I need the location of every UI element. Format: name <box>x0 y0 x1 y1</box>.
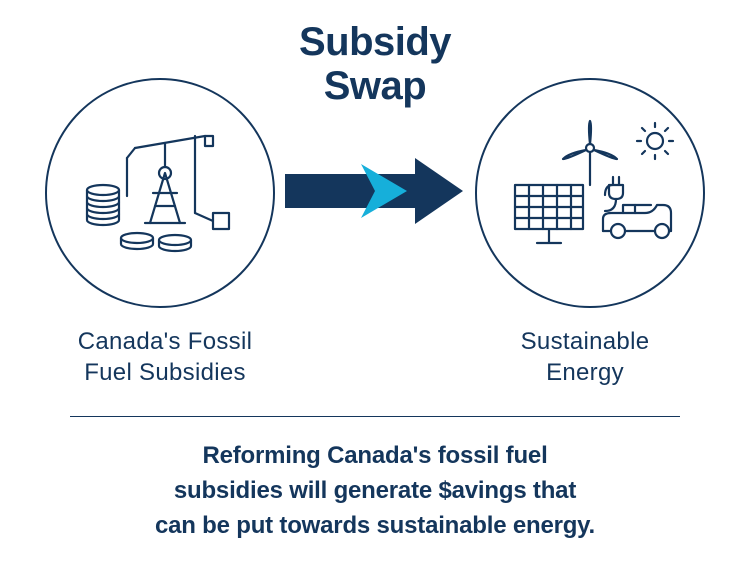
fossil-fuel-icon <box>75 118 245 268</box>
divider-line <box>70 416 680 417</box>
sustainable-energy-icon <box>495 113 685 273</box>
transition-arrow-icon <box>285 156 465 226</box>
labels-row: Canada's FossilFuel Subsidies Sustainabl… <box>40 326 710 388</box>
left-label: Canada's FossilFuel Subsidies <box>50 326 280 388</box>
arrow-group <box>285 156 465 231</box>
right-label: SustainableEnergy <box>470 326 700 388</box>
right-circle <box>475 78 705 308</box>
infographic-container: SubsidySwap <box>0 0 750 570</box>
footer-text: Reforming Canada's fossil fuelsubsidies … <box>40 439 710 543</box>
circles-row <box>40 78 710 308</box>
left-circle <box>45 78 275 308</box>
